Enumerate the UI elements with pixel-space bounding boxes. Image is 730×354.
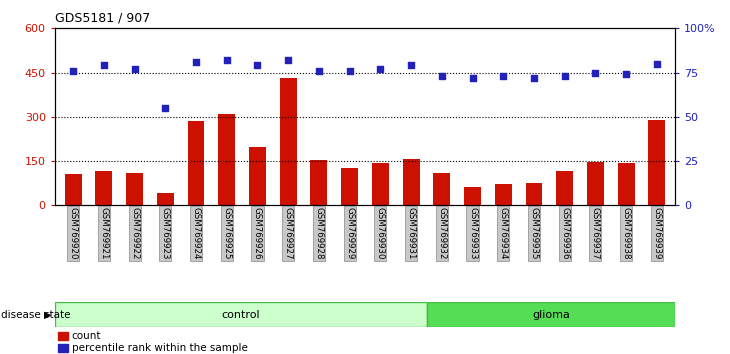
Point <box>374 66 386 72</box>
Bar <box>556 171 573 205</box>
Point <box>283 57 294 63</box>
Bar <box>341 167 358 205</box>
Bar <box>403 159 420 205</box>
Text: GSM769928: GSM769928 <box>315 207 323 260</box>
Text: GSM769935: GSM769935 <box>529 207 539 260</box>
Bar <box>55 302 427 327</box>
Text: GDS5181 / 907: GDS5181 / 907 <box>55 12 150 25</box>
Point <box>191 59 202 65</box>
Text: GSM769931: GSM769931 <box>407 207 415 260</box>
Point <box>651 61 663 67</box>
Text: percentile rank within the sample: percentile rank within the sample <box>72 343 247 353</box>
Bar <box>587 162 604 205</box>
Bar <box>495 184 512 205</box>
Bar <box>372 163 389 205</box>
Text: GSM769922: GSM769922 <box>130 207 139 260</box>
Bar <box>464 187 481 205</box>
Bar <box>618 163 634 205</box>
Text: glioma: glioma <box>532 310 570 320</box>
Bar <box>96 171 112 205</box>
Bar <box>65 175 82 205</box>
Point <box>128 66 140 72</box>
Text: GSM769924: GSM769924 <box>191 207 201 260</box>
Text: GSM769923: GSM769923 <box>161 207 170 260</box>
Text: disease state: disease state <box>1 310 70 320</box>
Text: GSM769929: GSM769929 <box>345 207 354 259</box>
Point <box>497 73 509 79</box>
Text: GSM769936: GSM769936 <box>560 207 569 260</box>
Point <box>405 63 417 68</box>
Point <box>159 105 171 111</box>
Bar <box>280 78 296 205</box>
Point <box>559 73 571 79</box>
Bar <box>310 160 327 205</box>
Text: GSM769927: GSM769927 <box>284 207 293 260</box>
Bar <box>126 173 143 205</box>
Bar <box>427 302 675 327</box>
Point <box>528 75 539 81</box>
Point <box>466 75 478 81</box>
Bar <box>58 344 68 352</box>
Bar <box>434 173 450 205</box>
Point <box>98 63 110 68</box>
Point <box>590 70 602 75</box>
Bar <box>58 332 68 340</box>
Text: GSM769939: GSM769939 <box>653 207 661 259</box>
Point <box>344 68 356 74</box>
Point <box>67 68 79 74</box>
Bar <box>648 120 665 205</box>
Text: GSM769933: GSM769933 <box>468 207 477 260</box>
Point <box>436 73 447 79</box>
Text: GSM769937: GSM769937 <box>591 207 600 260</box>
Bar <box>526 183 542 205</box>
Text: GSM769934: GSM769934 <box>499 207 508 260</box>
Text: count: count <box>72 331 101 341</box>
Bar <box>218 114 235 205</box>
Text: GSM769921: GSM769921 <box>99 207 108 260</box>
Bar <box>157 193 174 205</box>
Text: GSM769938: GSM769938 <box>622 207 631 260</box>
Text: control: control <box>222 310 260 320</box>
Text: GSM769932: GSM769932 <box>437 207 446 260</box>
Text: GSM769925: GSM769925 <box>222 207 231 260</box>
Point <box>221 57 233 63</box>
Bar <box>188 121 204 205</box>
Bar <box>249 147 266 205</box>
Text: GSM769930: GSM769930 <box>376 207 385 260</box>
Text: GSM769926: GSM769926 <box>253 207 262 260</box>
Point <box>252 63 264 68</box>
Point <box>313 68 325 74</box>
Point <box>620 72 632 77</box>
Text: GSM769920: GSM769920 <box>69 207 77 260</box>
Text: ▶: ▶ <box>44 310 51 320</box>
